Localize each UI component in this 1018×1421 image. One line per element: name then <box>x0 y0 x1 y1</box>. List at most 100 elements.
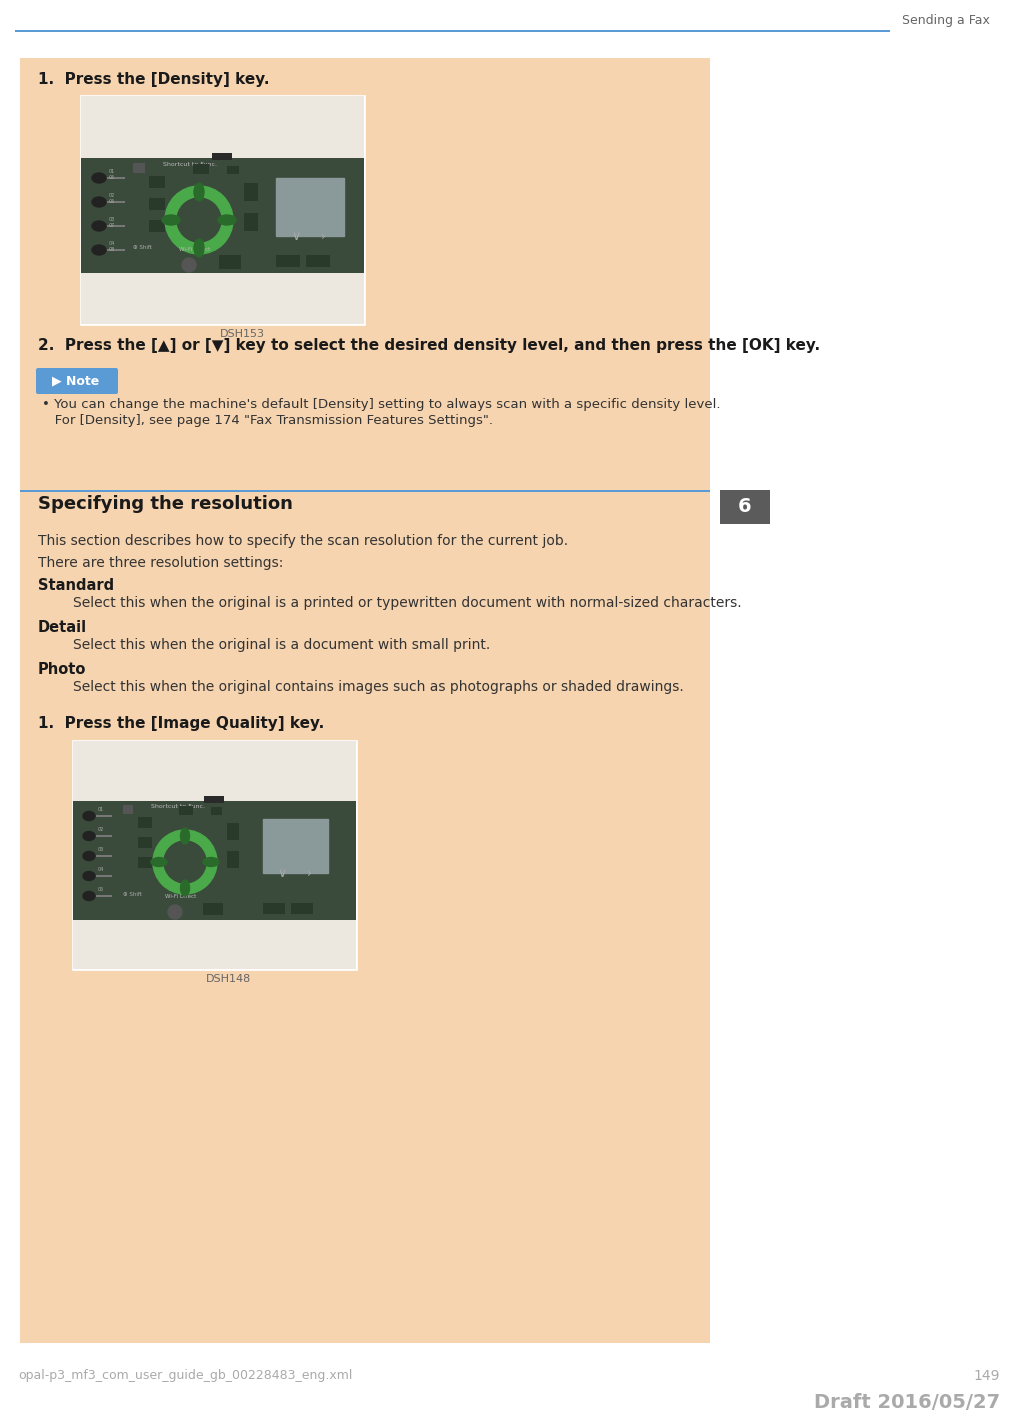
Text: 06: 06 <box>109 199 115 205</box>
Text: This section describes how to specify the scan resolution for the current job.: This section describes how to specify th… <box>38 534 568 549</box>
Bar <box>227 851 239 868</box>
Ellipse shape <box>83 851 95 861</box>
Bar <box>212 153 232 161</box>
Bar <box>123 806 133 814</box>
Text: DSH153: DSH153 <box>220 330 265 340</box>
Text: 02: 02 <box>98 827 104 833</box>
Text: • You can change the machine's default [Density] setting to always scan with a s: • You can change the machine's default [… <box>42 398 721 411</box>
Circle shape <box>165 186 233 254</box>
Text: Select this when the original is a document with small print.: Select this when the original is a docum… <box>38 638 491 652</box>
Text: ▶ Note: ▶ Note <box>52 375 99 388</box>
Text: 04: 04 <box>98 867 104 872</box>
Bar <box>96 816 112 817</box>
Bar <box>244 213 258 232</box>
Bar <box>211 807 222 816</box>
Circle shape <box>177 198 221 242</box>
Bar <box>219 254 241 269</box>
Ellipse shape <box>92 173 106 183</box>
Bar <box>203 902 223 915</box>
Text: 05: 05 <box>98 887 104 892</box>
Text: 05: 05 <box>109 175 115 180</box>
Bar <box>276 254 300 267</box>
Bar <box>263 902 285 914</box>
Bar <box>107 249 125 252</box>
Bar <box>81 97 364 158</box>
Ellipse shape <box>180 880 189 897</box>
Bar <box>96 895 112 897</box>
Bar <box>73 919 356 969</box>
Bar <box>107 200 125 203</box>
Text: ›: › <box>307 867 312 880</box>
Bar <box>73 801 356 919</box>
Bar <box>276 178 344 236</box>
Ellipse shape <box>83 831 95 840</box>
Ellipse shape <box>194 239 204 257</box>
Bar <box>149 198 165 210</box>
Text: Wi-Fi Direct: Wi-Fi Direct <box>179 247 211 252</box>
Bar <box>80 95 365 325</box>
Bar <box>81 273 364 324</box>
Text: ⊕ Shift: ⊕ Shift <box>123 892 142 897</box>
Circle shape <box>185 206 213 234</box>
Bar <box>138 837 152 848</box>
Bar <box>291 902 313 914</box>
Ellipse shape <box>92 244 106 254</box>
Text: Select this when the original is a printed or typewritten document with normal-s: Select this when the original is a print… <box>38 595 742 610</box>
Bar <box>96 836 112 837</box>
Bar <box>138 817 152 828</box>
Text: There are three resolution settings:: There are three resolution settings: <box>38 556 283 570</box>
Text: Standard: Standard <box>38 578 114 593</box>
Text: 07: 07 <box>109 223 115 227</box>
Text: 03: 03 <box>98 847 104 853</box>
Bar <box>244 183 258 200</box>
Text: Select this when the original contains images such as photographs or shaded draw: Select this when the original contains i… <box>38 681 684 693</box>
Ellipse shape <box>92 222 106 232</box>
Bar <box>81 158 364 273</box>
Text: 6: 6 <box>738 497 752 516</box>
Text: Shortcut to Func.: Shortcut to Func. <box>151 804 205 809</box>
Bar <box>149 220 165 232</box>
Circle shape <box>168 905 182 919</box>
Bar <box>15 30 890 33</box>
Text: Shortcut to Func.: Shortcut to Func. <box>163 162 217 168</box>
Ellipse shape <box>218 215 236 225</box>
Bar <box>179 806 193 816</box>
Text: Specifying the resolution: Specifying the resolution <box>38 495 293 513</box>
Text: 01: 01 <box>109 169 115 173</box>
Ellipse shape <box>83 871 95 881</box>
Bar <box>20 58 710 1343</box>
Bar <box>227 166 239 173</box>
Circle shape <box>182 259 196 271</box>
Ellipse shape <box>92 198 106 207</box>
Text: Photo: Photo <box>38 662 87 676</box>
Text: 149: 149 <box>973 1368 1000 1383</box>
Text: 01: 01 <box>98 807 104 811</box>
Bar <box>96 855 112 857</box>
Ellipse shape <box>162 215 180 225</box>
Text: 08: 08 <box>109 247 115 252</box>
Text: 04: 04 <box>109 242 115 246</box>
Text: ∨: ∨ <box>277 867 286 880</box>
Text: 1.  Press the [Density] key.: 1. Press the [Density] key. <box>38 72 270 87</box>
Bar <box>149 176 165 188</box>
Circle shape <box>153 830 217 894</box>
Text: ⊕ Shift: ⊕ Shift <box>133 244 152 250</box>
Text: 1.  Press the [Image Quality] key.: 1. Press the [Image Quality] key. <box>38 716 325 730</box>
Text: Draft 2016/05/27: Draft 2016/05/27 <box>813 1393 1000 1412</box>
Text: 03: 03 <box>109 217 115 222</box>
Text: 02: 02 <box>109 193 115 198</box>
Circle shape <box>172 848 197 875</box>
Text: DSH148: DSH148 <box>207 973 251 983</box>
Text: 2.  Press the [▲] or [▼] key to select the desired density level, and then press: 2. Press the [▲] or [▼] key to select th… <box>38 338 821 352</box>
Text: Detail: Detail <box>38 620 88 635</box>
Bar <box>720 490 770 524</box>
Ellipse shape <box>180 828 189 844</box>
Ellipse shape <box>194 183 204 200</box>
Bar <box>96 875 112 877</box>
Bar <box>20 490 710 492</box>
Bar <box>306 254 330 267</box>
Circle shape <box>164 841 206 882</box>
Ellipse shape <box>151 857 167 867</box>
Bar <box>204 796 224 803</box>
Bar <box>133 163 145 173</box>
